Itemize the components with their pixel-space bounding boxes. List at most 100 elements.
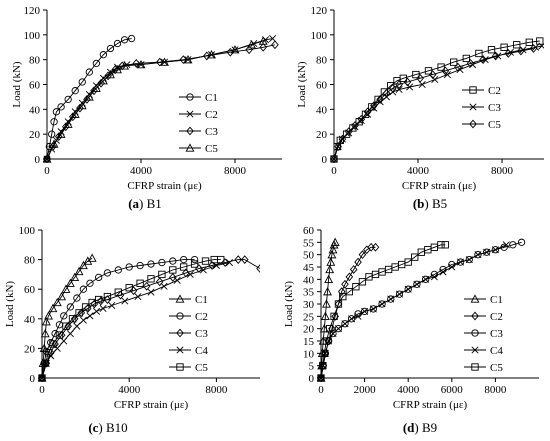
data-point [103, 295, 112, 304]
data-point [474, 251, 482, 259]
data-point [108, 301, 116, 309]
data-point [186, 270, 194, 278]
data-point [136, 261, 144, 270]
data-point [114, 266, 122, 274]
legend-label: C3 [490, 328, 503, 340]
data-point [319, 361, 327, 371]
series-group [330, 37, 544, 163]
data-point [98, 76, 108, 85]
data-point [341, 320, 349, 328]
data-point [53, 344, 61, 352]
data-point [169, 272, 177, 282]
data-point [344, 127, 353, 137]
data-point [509, 241, 517, 249]
data-point [48, 303, 58, 313]
data-point [387, 295, 395, 303]
panel-a: 0 20 40 60 80 100 120 0 4000 8000 CFRP strain (με)… [11, 5, 282, 211]
data-point [454, 62, 462, 72]
data-point [378, 300, 386, 308]
series-line-c1 [320, 242, 336, 379]
data-point [325, 264, 335, 274]
data-point [217, 255, 225, 264]
data-point [113, 64, 122, 74]
data-point [90, 86, 98, 96]
data-point [43, 154, 51, 163]
y-tick-label: 120 [24, 5, 41, 17]
legend-marker [185, 143, 195, 152]
data-point [56, 129, 66, 138]
data-point [190, 260, 199, 268]
data-point [91, 83, 101, 92]
data-point [450, 58, 458, 66]
legend-label: C3 [488, 102, 501, 114]
legend-label: C2 [488, 85, 501, 97]
data-point [481, 56, 489, 64]
panel-caption: (c) B10 [88, 420, 127, 435]
data-point [378, 300, 386, 308]
data-point [357, 114, 366, 124]
data-point [49, 142, 57, 151]
data-point [334, 299, 343, 309]
data-point [319, 362, 327, 370]
caption-text: ) B10 [98, 420, 127, 435]
data-point [52, 297, 62, 307]
data-point [134, 293, 142, 301]
data-point [395, 80, 403, 89]
data-point [113, 39, 122, 48]
legend-marker [469, 86, 477, 94]
y-tick-label: 30 [303, 299, 315, 311]
caption-text: ) B9 [414, 420, 437, 435]
data-point [125, 284, 133, 292]
y-tick-label: 60 [303, 225, 315, 237]
y-tick-label: 40 [29, 104, 41, 116]
data-point [92, 59, 101, 68]
legend-marker [471, 346, 479, 354]
data-point [62, 322, 70, 330]
x-axis-label: CFRP strain (με) [114, 399, 189, 411]
data-point [160, 57, 169, 66]
data-point [500, 43, 508, 51]
data-point [77, 100, 87, 110]
y-axis-label: Load (kN) [11, 61, 23, 107]
data-point [448, 260, 456, 269]
data-point [475, 49, 483, 58]
data-point [57, 103, 65, 111]
x-tick-label: 4000 [397, 384, 420, 396]
data-point [63, 119, 73, 128]
series-line-c3 [41, 259, 260, 379]
data-point [538, 42, 544, 50]
data-point [173, 276, 181, 284]
data-point [41, 359, 49, 367]
data-point [127, 34, 136, 43]
legend: C2 C3 C5 [462, 85, 501, 131]
data-point [382, 88, 391, 98]
data-point [79, 316, 87, 324]
data-point [84, 92, 94, 101]
caption-text: ) B5 [424, 196, 447, 211]
data-point [404, 285, 412, 293]
legend-label: C5 [488, 119, 501, 131]
data-point [49, 340, 57, 348]
data-point [428, 70, 437, 79]
x-tick-label: 8000 [484, 384, 507, 396]
legend-marker [186, 110, 194, 118]
data-point [326, 257, 336, 266]
data-point [334, 300, 343, 308]
data-point [55, 331, 64, 339]
data-point [180, 263, 188, 271]
data-point [354, 257, 362, 267]
legend-marker [186, 126, 194, 136]
data-point [95, 273, 103, 282]
caption-id: (d [403, 420, 415, 435]
data-point [52, 108, 61, 116]
y-tick-label: 20 [316, 129, 328, 141]
y-tick-label: 20 [303, 324, 315, 336]
series-line-c4 [320, 244, 507, 379]
data-point [147, 260, 155, 268]
data-point [404, 258, 412, 266]
data-point [230, 45, 240, 54]
data-point [234, 255, 242, 264]
y-tick-label: 50 [303, 250, 315, 262]
data-point [443, 71, 451, 79]
data-point [345, 288, 353, 296]
